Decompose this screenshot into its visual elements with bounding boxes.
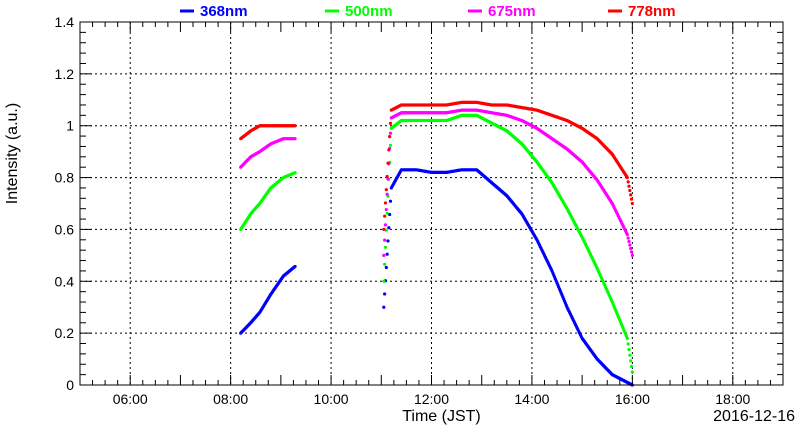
y-tick-label: 1.2 (55, 66, 75, 82)
data-point (293, 124, 297, 128)
series-778nm (239, 100, 634, 232)
y-tick-label: 0.8 (55, 170, 75, 186)
grid (80, 22, 783, 385)
data-point (384, 265, 388, 270)
legend-label-675nm: 675nm (488, 3, 536, 20)
legend-label-778nm: 778nm (628, 3, 676, 20)
data-point (382, 253, 386, 257)
data-point (385, 211, 389, 215)
legend: 368nm 500nm 675nm 778nm (180, 3, 676, 20)
data-point (627, 347, 631, 352)
x-tick-label: 18:00 (715, 391, 750, 407)
data-point (630, 253, 634, 257)
data-point (629, 193, 633, 197)
y-tick-label: 0.6 (55, 221, 75, 237)
legend-label-368nm: 368nm (200, 3, 248, 20)
series-layer (239, 100, 634, 387)
x-tick-label: 08:00 (213, 391, 248, 407)
data-point (388, 135, 392, 139)
data-point (384, 188, 388, 192)
axis-ticks: 06:00 08:00 10:00 12:00 14:00 16:00 18:00 0 0.2 0… (55, 14, 784, 407)
data-point (627, 239, 631, 244)
data-point (383, 214, 387, 218)
y-tick-label: 0 (66, 377, 74, 393)
x-tick-label: 06:00 (113, 391, 148, 407)
y-axis-title: Intensity (a.u.) (4, 103, 21, 204)
data-point (387, 148, 391, 152)
data-point (630, 201, 634, 206)
data-point (388, 143, 393, 147)
data-point (383, 223, 388, 227)
data-point (387, 226, 391, 230)
data-point (386, 161, 390, 165)
data-point (629, 246, 633, 251)
data-point (383, 245, 388, 249)
data-point (293, 264, 297, 269)
data-point (626, 180, 630, 184)
series-368nm (239, 168, 634, 387)
legend-label-500nm: 500nm (345, 3, 393, 20)
y-tick-label: 0.4 (55, 273, 75, 289)
data-point (384, 228, 388, 232)
data-point (383, 292, 387, 296)
data-point (626, 236, 630, 240)
data-point (293, 171, 297, 175)
x-tick-label: 10:00 (314, 391, 349, 407)
y-tick-label: 1.4 (55, 14, 75, 30)
y-tick-label: 0.2 (55, 325, 75, 341)
x-axis-title: Time (JST) (402, 408, 481, 425)
data-point (388, 212, 392, 217)
data-point (625, 233, 629, 237)
data-point (293, 137, 297, 141)
x-tick-label: 12:00 (414, 391, 449, 407)
data-point (629, 364, 634, 369)
data-point (628, 188, 632, 193)
data-point (383, 201, 388, 205)
data-point (386, 177, 390, 181)
data-point (388, 121, 393, 126)
data-point (385, 192, 389, 196)
data-point (629, 250, 634, 254)
data-point (385, 174, 389, 179)
data-point (385, 252, 389, 256)
x-tick-label: 16:00 (615, 391, 650, 407)
data-point (628, 243, 632, 247)
data-point (382, 305, 386, 309)
data-point (382, 279, 386, 283)
data-point (629, 197, 634, 201)
y-tick-label: 1 (66, 118, 74, 134)
data-point (384, 207, 388, 212)
date-label: 2016-12-16 (713, 408, 795, 425)
data-point (383, 262, 387, 266)
x-tick-label: 14:00 (514, 391, 549, 407)
data-point (388, 199, 393, 203)
data-point (386, 239, 390, 243)
series-675nm (239, 108, 634, 257)
data-point (627, 184, 631, 188)
data-point (625, 175, 629, 180)
data-point (625, 336, 629, 340)
data-point (382, 227, 386, 232)
data-point (626, 342, 630, 346)
data-point (388, 131, 393, 135)
series-500nm (239, 113, 634, 374)
data-point (383, 238, 387, 242)
data-point (629, 359, 633, 363)
data-point (630, 370, 634, 374)
data-point (628, 353, 632, 357)
